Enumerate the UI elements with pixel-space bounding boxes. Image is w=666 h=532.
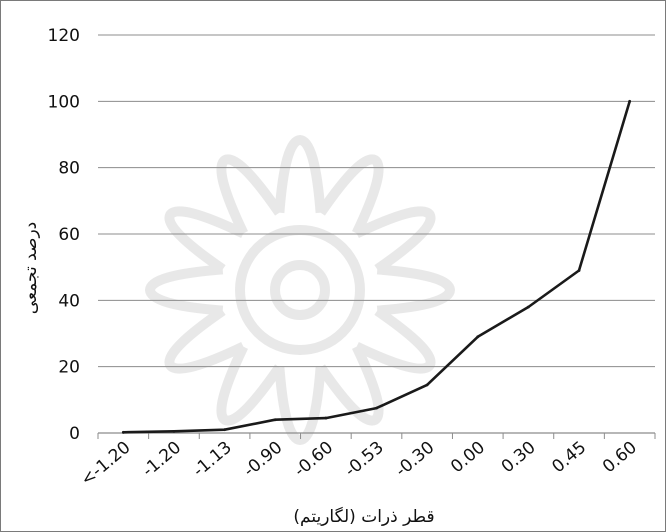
x-tick-labels: <-1.20 -1.20 -1.13 -0.90 -0.60 -0.53 -0.30 0.00…: [77, 438, 641, 491]
y-tick-label: 120: [48, 26, 80, 46]
x-tick-label: -0.30: [392, 438, 439, 482]
watermark-petal: [164, 306, 246, 374]
watermark-petal: [316, 154, 384, 236]
x-axis-title: قطر ذرات (لگاریتم): [293, 506, 434, 527]
x-tick-label: <-1.20: [77, 438, 134, 491]
data-point: [273, 418, 277, 422]
axes: [97, 432, 656, 439]
watermark-petal: [354, 206, 436, 274]
data-point: [577, 269, 581, 272]
y-tick-label: 0: [69, 424, 80, 444]
data-point: [324, 416, 328, 420]
series-layer: [121, 99, 632, 434]
watermark-center: [270, 260, 330, 320]
watermark-petal: [144, 264, 224, 316]
x-tick-label: -0.90: [240, 438, 287, 482]
watermark-petal: [354, 306, 436, 374]
y-axis-title: درصد تجمعی: [21, 222, 41, 314]
data-point: [628, 99, 632, 103]
y-tick-label: 80: [58, 159, 80, 179]
x-tick-label: -1.20: [139, 438, 186, 482]
watermark-petal: [376, 264, 456, 316]
y-tick-labels: 0 20 40 60 80 100 120: [48, 26, 80, 444]
x-tick-label: 0.00: [447, 438, 489, 478]
x-tick-label: -0.53: [341, 438, 388, 482]
y-tick-label: 20: [58, 358, 80, 378]
data-point: [121, 430, 125, 434]
grid-lines: [98, 34, 655, 434]
watermark-rosette-logo: [144, 134, 456, 446]
x-tick-label: 0.30: [498, 438, 540, 478]
y-tick-label: 100: [48, 92, 80, 112]
watermark-petal: [216, 154, 284, 236]
data-point: [375, 406, 378, 410]
y-tick-label: 60: [58, 225, 80, 245]
watermark-petal: [274, 366, 326, 446]
watermark-ring: [235, 225, 365, 355]
data-point: [425, 383, 429, 387]
data-point: [527, 305, 530, 309]
watermark-petal: [216, 344, 284, 426]
watermark-petal: [316, 344, 384, 426]
watermark-petal: [164, 206, 246, 274]
watermark-petal: [274, 134, 326, 214]
data-point: [476, 335, 480, 339]
y-tick-label: 40: [58, 291, 80, 311]
data-point: [172, 429, 176, 433]
x-tick-label: -1.13: [189, 438, 236, 482]
data-point: [223, 428, 226, 432]
x-tick-label: 0.45: [548, 438, 590, 478]
x-tick-label: 0.60: [599, 438, 641, 478]
